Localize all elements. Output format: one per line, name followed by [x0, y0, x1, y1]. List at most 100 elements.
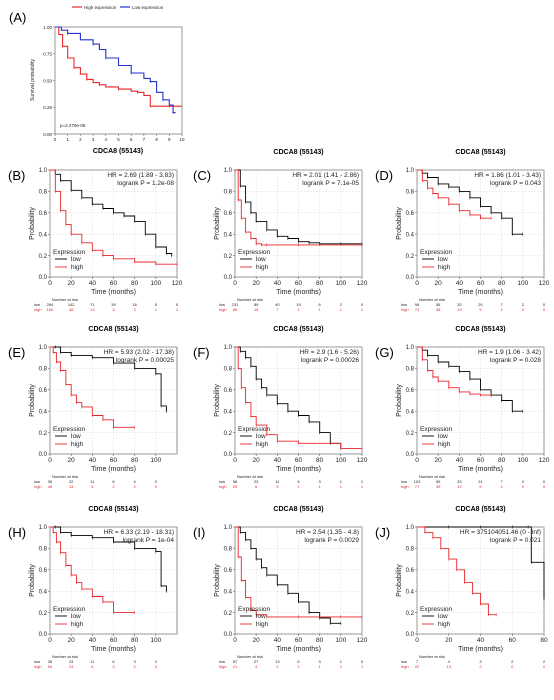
y-tick-label: 1.0	[406, 345, 415, 351]
x-tick-label: 0	[48, 637, 52, 644]
y-axis-label: Probability	[214, 207, 221, 240]
y-tick-label: 0.6	[224, 388, 233, 394]
hazard-ratio-label: HR = 6.33 (2.19 - 18.31)	[104, 529, 174, 536]
risk-row-label: low	[401, 479, 407, 484]
panel-f: CDCA8 (55143) (F) 0.0 0.2 0.4 0.6 0.8 1.0 0 20 40 6…	[193, 326, 368, 489]
plot-frame	[416, 526, 545, 635]
panel-i: CDCA8 (55143)(I)0.00.20.40.60.81.00 20 40 6…	[193, 506, 368, 669]
risk-count-high: 16	[254, 307, 259, 312]
chart-title: CDCA8 (55143)	[273, 506, 323, 513]
y-tick-label: 0.2	[406, 254, 415, 260]
y-tick-label: 1.0	[224, 168, 233, 174]
risk-table-title: Number at risk	[237, 654, 263, 659]
risk-count-high: 3	[276, 484, 279, 489]
risk-count-high: 0	[522, 484, 525, 489]
y-tick-label: 0.2	[224, 431, 233, 437]
x-tick-label: 10	[179, 137, 185, 142]
y-tick-label: 0.0	[406, 275, 415, 281]
logrank-label: logrank P = 0.021	[490, 537, 541, 544]
km-curve-high	[50, 169, 177, 265]
risk-count-high: 77	[415, 484, 420, 489]
y-tick-label: 0.25	[43, 105, 52, 110]
x-tick-label: 120	[539, 457, 550, 464]
y-tick-label: 1.0	[224, 525, 233, 531]
y-axis-label: Probability	[396, 207, 403, 240]
hazard-ratio-label: HR = 375104051.46 (0 - Inf)	[460, 529, 541, 536]
x-tick-label: 60	[110, 280, 118, 287]
y-tick-label: 0.2	[39, 431, 48, 437]
risk-count-low: 27	[254, 659, 259, 664]
risk-count-low: 58	[233, 479, 238, 484]
y-tick-label: 0.2	[224, 254, 233, 260]
risk-count-high: 2	[501, 307, 504, 312]
x-tick-label: 120	[357, 280, 368, 287]
risk-count-high: 48	[48, 484, 53, 489]
x-tick-label: 0	[54, 137, 57, 142]
risk-count-low: 231	[232, 302, 239, 307]
series-line-low	[55, 26, 176, 114]
y-tick-label: 0.2	[406, 611, 415, 617]
panel-j: CDCA8 (55143)(J)0.00.20.40.60.81.00 20 40 6…	[375, 506, 548, 669]
risk-count-low: 0	[543, 302, 546, 307]
x-tick-label: 60	[477, 457, 485, 464]
y-tick-label: 0.4	[224, 232, 233, 238]
panel-label: (I)	[193, 525, 205, 540]
y-tick-label: 0.6	[224, 568, 233, 574]
risk-count-high: 1	[361, 484, 364, 489]
risk-count-low: 4	[134, 479, 137, 484]
x-tick-label: 80	[316, 280, 324, 287]
y-tick-label: 0.6	[406, 211, 415, 217]
legend-label: high	[438, 441, 451, 448]
panel-label: (J)	[375, 525, 390, 540]
risk-count-low: 3	[134, 659, 137, 664]
risk-count-high: 2	[501, 484, 504, 489]
risk-count-low: 0	[361, 659, 364, 664]
panel-e: CDCA8 (55143)(E)0.00.20.40.60.81.00 20 40 6…	[8, 326, 178, 489]
panel-h: CDCA8 (55143)(H)0.00.20.40.60.81.00 20 40 6…	[8, 506, 178, 669]
risk-count-low: 142	[68, 302, 75, 307]
legend-title: Expression	[238, 426, 271, 433]
y-tick-label: 0.8	[224, 367, 233, 373]
legend-label: High expression	[84, 5, 117, 10]
risk-count-high: 1	[361, 664, 364, 669]
x-tick-label: 20	[253, 637, 261, 644]
x-axis-label: Time (months)	[458, 466, 503, 473]
panel-label: (H)	[8, 525, 26, 540]
risk-count-low: 2	[522, 302, 525, 307]
legend-label: high	[256, 441, 269, 448]
y-tick-label: 0.75	[43, 52, 52, 57]
x-tick-label: 1	[66, 137, 69, 142]
x-tick-label: 100	[150, 280, 161, 287]
risk-count-low: 2	[543, 659, 546, 664]
risk-count-high: 6	[91, 664, 94, 669]
risk-count-high: 5	[479, 484, 482, 489]
hazard-ratio-label: HR = 2.69 (1.89 - 3.83)	[107, 172, 174, 179]
x-tick-label: 40	[456, 280, 464, 287]
y-tick-label: 1.0	[406, 168, 415, 174]
y-tick-label: 0.4	[406, 409, 415, 415]
y-axis-label: Probability	[29, 384, 36, 417]
y-tick-label: 0.4	[39, 232, 48, 238]
risk-count-low: 1	[340, 479, 343, 484]
risk-count-low: 2	[155, 479, 158, 484]
risk-count-high: 2	[134, 664, 137, 669]
x-tick-label: 0	[233, 280, 237, 287]
risk-count-high: 54	[48, 664, 53, 669]
risk-count-high: 3	[112, 307, 115, 312]
risk-count-high: 7	[276, 307, 279, 312]
km-curve-high	[235, 526, 362, 618]
km-curve-low	[417, 169, 523, 235]
risk-count-low: 6	[297, 479, 300, 484]
x-axis-label: Time (months)	[458, 646, 503, 653]
panel-c: CDCA8 (55143)(C)0.00.20.40.60.81.00 20 40 6…	[193, 149, 368, 312]
risk-count-high: 2	[479, 664, 482, 669]
plot-frame	[49, 346, 178, 455]
risk-count-low: 2	[340, 302, 343, 307]
risk-table-title: Number at risk	[419, 654, 445, 659]
risk-count-low: 6	[112, 659, 115, 664]
x-tick-label: 40	[477, 637, 485, 644]
legend-label: low	[256, 256, 266, 263]
x-tick-label: 120	[539, 280, 550, 287]
risk-row-label: high	[401, 307, 409, 312]
y-tick-label: 0.6	[406, 388, 415, 394]
